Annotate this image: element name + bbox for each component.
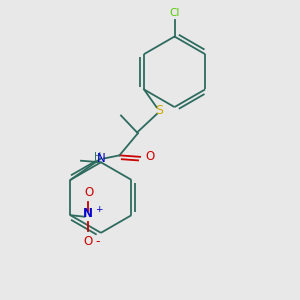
- Text: -: -: [95, 235, 99, 248]
- Text: S: S: [155, 104, 163, 117]
- Text: Cl: Cl: [169, 8, 180, 17]
- Text: O: O: [83, 235, 92, 248]
- Text: N: N: [83, 207, 93, 220]
- Text: H: H: [94, 152, 102, 162]
- Text: O: O: [146, 150, 155, 164]
- Text: O: O: [84, 186, 93, 199]
- Text: +: +: [95, 206, 102, 214]
- Text: N: N: [97, 152, 105, 165]
